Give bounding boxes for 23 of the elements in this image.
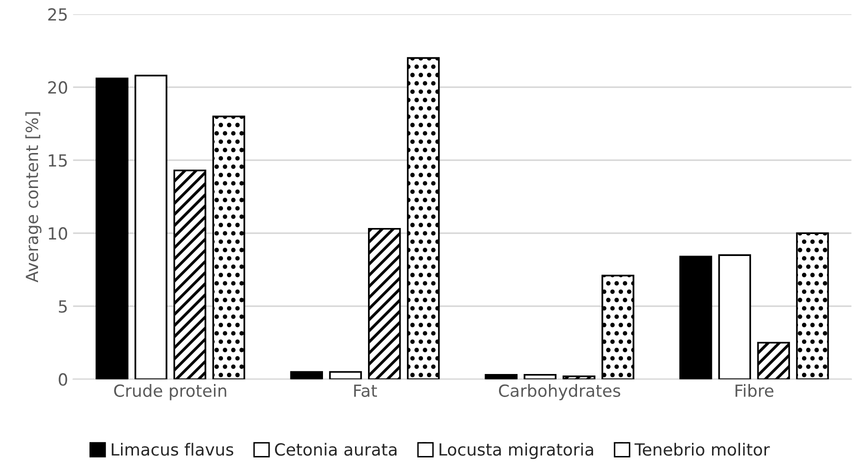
- y-tick-label: 0: [58, 373, 68, 386]
- bar: [96, 78, 128, 380]
- bar: [329, 371, 362, 380]
- bar: [484, 374, 518, 380]
- y-tick-label: 5: [58, 300, 67, 313]
- legend-label: Tenebrio molitor: [634, 442, 770, 456]
- legend-label: Limacus flavus: [112, 442, 234, 456]
- y-tick-label: 25: [48, 8, 67, 21]
- x-tick-label: Crude protein: [114, 384, 226, 400]
- bar: [134, 74, 168, 380]
- y-axis-title: Average content [%]: [25, 112, 42, 282]
- y-tick-label: 10: [48, 227, 68, 240]
- bar: [524, 374, 556, 380]
- y-tick-label: 15: [48, 154, 67, 167]
- legend-label: Locusta migratoria: [440, 442, 594, 459]
- y-tick-label: 20: [48, 81, 68, 94]
- x-tick-label: Fat: [354, 384, 377, 397]
- x-tick-label: Fibre: [736, 384, 774, 397]
- bar: [290, 371, 323, 380]
- x-tick-label: Carbohydrates: [498, 384, 620, 400]
- bar: [718, 254, 752, 380]
- legend-label: Cetonia aurata: [275, 442, 396, 456]
- bar: [679, 256, 712, 380]
